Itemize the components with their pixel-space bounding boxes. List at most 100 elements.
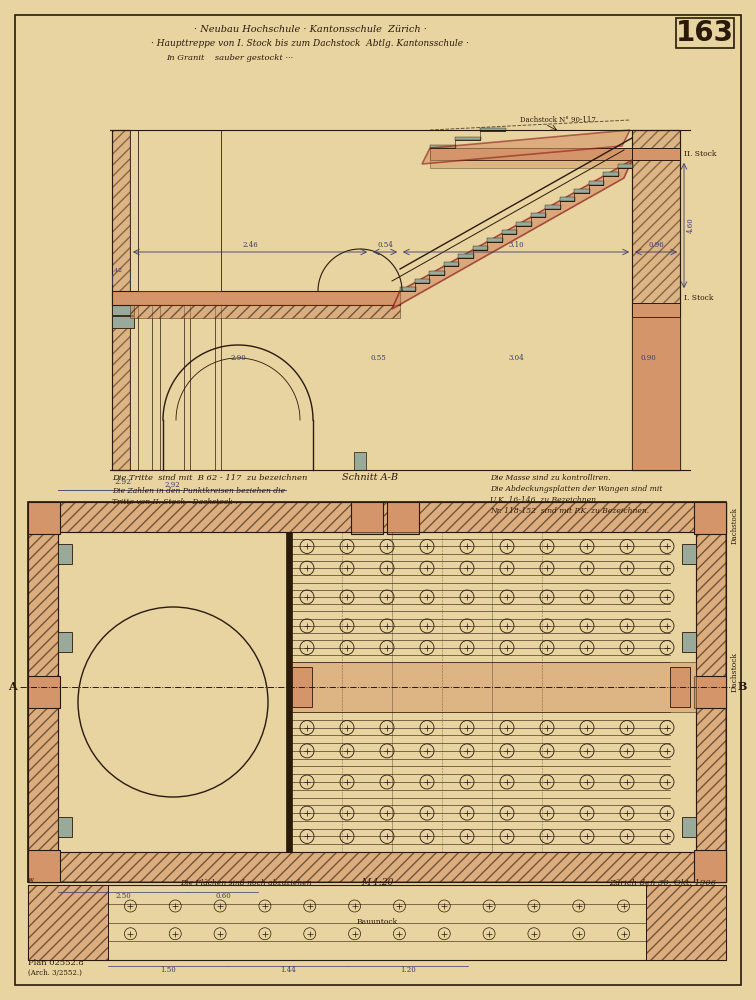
- Text: 0.55: 0.55: [370, 354, 386, 362]
- Bar: [430, 145, 456, 148]
- Bar: [28, 852, 726, 882]
- Bar: [694, 850, 726, 882]
- Text: 2.50: 2.50: [115, 892, 131, 900]
- Bar: [387, 502, 419, 534]
- Text: Die Tritte  sind mit  B 62 - 117  zu bezeichnen: Die Tritte sind mit B 62 - 117 zu bezeic…: [112, 474, 308, 482]
- Text: Die Flächen sind noch abzuziehen: Die Flächen sind noch abzuziehen: [180, 879, 311, 887]
- Text: 0.96: 0.96: [648, 241, 664, 249]
- Bar: [487, 238, 503, 242]
- Bar: [696, 502, 726, 882]
- Text: 3.10: 3.10: [508, 241, 524, 249]
- Text: 4.60: 4.60: [687, 218, 695, 233]
- Text: .42: .42: [112, 268, 122, 273]
- Bar: [28, 885, 726, 960]
- Bar: [292, 662, 696, 712]
- Text: Nr. 118-152  sind mit P.K. zu Bezeichnen.: Nr. 118-152 sind mit P.K. zu Bezeichnen.: [490, 507, 649, 515]
- Bar: [351, 502, 383, 534]
- Bar: [472, 246, 488, 250]
- Bar: [632, 130, 680, 470]
- Bar: [112, 291, 400, 305]
- Bar: [618, 164, 633, 168]
- Bar: [28, 852, 726, 882]
- Text: 2.92: 2.92: [114, 478, 132, 486]
- Bar: [28, 502, 58, 882]
- Text: 0.90: 0.90: [640, 354, 656, 362]
- Bar: [646, 885, 726, 960]
- Text: Zürich den 30. Okt. 1906: Zürich den 30. Okt. 1906: [609, 879, 716, 887]
- Bar: [152, 130, 160, 470]
- Bar: [694, 502, 726, 534]
- Bar: [354, 452, 366, 470]
- Text: II. Stock: II. Stock: [684, 150, 717, 158]
- Bar: [292, 667, 312, 707]
- Text: In Granit    sauber gestockt ···: In Granit sauber gestockt ···: [166, 54, 293, 62]
- Bar: [632, 317, 680, 470]
- Bar: [112, 297, 134, 315]
- Bar: [58, 632, 72, 652]
- Bar: [28, 850, 60, 882]
- Text: Dachstock: Dachstock: [731, 507, 739, 544]
- Text: · Neubau Hochschule · Kantonsschule  Zürich ·: · Neubau Hochschule · Kantonsschule Züri…: [194, 25, 426, 34]
- Text: Die Masse sind zu kontrolliren.: Die Masse sind zu kontrolliren.: [490, 474, 611, 482]
- Bar: [588, 181, 604, 185]
- Text: Schnitt A-B: Schnitt A-B: [342, 473, 398, 482]
- Bar: [58, 817, 72, 837]
- Bar: [545, 205, 560, 209]
- Bar: [112, 130, 130, 470]
- Bar: [215, 130, 221, 470]
- Bar: [28, 502, 726, 532]
- Bar: [574, 189, 590, 193]
- Bar: [670, 667, 690, 707]
- Bar: [184, 130, 190, 470]
- Text: Tritte von II. Stock - Dachstock .: Tritte von II. Stock - Dachstock .: [112, 498, 237, 506]
- Bar: [646, 885, 726, 960]
- Polygon shape: [392, 160, 632, 309]
- Bar: [559, 197, 575, 201]
- Bar: [682, 817, 696, 837]
- Bar: [430, 148, 632, 160]
- Text: (Arch. 3/2552.): (Arch. 3/2552.): [28, 969, 82, 977]
- Text: 2.90: 2.90: [230, 354, 246, 362]
- Text: Dachstock N° 90-117: Dachstock N° 90-117: [520, 116, 596, 124]
- Bar: [28, 502, 60, 534]
- Text: Plan 02552.8: Plan 02552.8: [28, 959, 84, 967]
- Text: 3.04: 3.04: [508, 354, 524, 362]
- Bar: [112, 130, 130, 470]
- Bar: [632, 148, 680, 160]
- Bar: [444, 262, 459, 266]
- Bar: [429, 271, 445, 275]
- Bar: [676, 18, 734, 48]
- Bar: [414, 279, 430, 283]
- Text: 1.50: 1.50: [160, 966, 176, 974]
- Bar: [632, 130, 680, 470]
- Text: B: B: [737, 682, 747, 692]
- Text: Die Abdeckungsplatten der Wangen sind mit: Die Abdeckungsplatten der Wangen sind mi…: [490, 485, 662, 493]
- Bar: [501, 230, 517, 234]
- Text: 163: 163: [676, 19, 734, 47]
- Text: M 1:20: M 1:20: [361, 878, 393, 887]
- Text: Die Zahlen in den Punktkreisen beziehen die: Die Zahlen in den Punktkreisen beziehen …: [112, 487, 285, 495]
- Text: I. Stock: I. Stock: [684, 294, 714, 302]
- Text: A: A: [8, 682, 17, 692]
- Bar: [696, 502, 726, 882]
- Bar: [603, 172, 618, 176]
- Bar: [682, 632, 696, 652]
- Bar: [400, 287, 416, 291]
- Bar: [430, 160, 632, 168]
- Text: 1.20: 1.20: [400, 966, 416, 974]
- Polygon shape: [422, 130, 630, 164]
- Bar: [455, 136, 481, 139]
- Text: w: w: [28, 876, 34, 884]
- Bar: [531, 213, 546, 217]
- Text: Bauuntock: Bauuntock: [356, 918, 398, 926]
- Bar: [28, 676, 60, 708]
- Text: 1.44: 1.44: [280, 966, 296, 974]
- Bar: [286, 532, 292, 852]
- Bar: [138, 130, 221, 291]
- Bar: [58, 544, 72, 564]
- Text: · Haupttreppe von I. Stock bis zum Dachstock  Abtlg. Kantonsschule ·: · Haupttreppe von I. Stock bis zum Dachs…: [151, 39, 469, 48]
- Bar: [28, 885, 108, 960]
- Bar: [516, 222, 531, 226]
- Bar: [28, 885, 108, 960]
- Bar: [458, 254, 473, 258]
